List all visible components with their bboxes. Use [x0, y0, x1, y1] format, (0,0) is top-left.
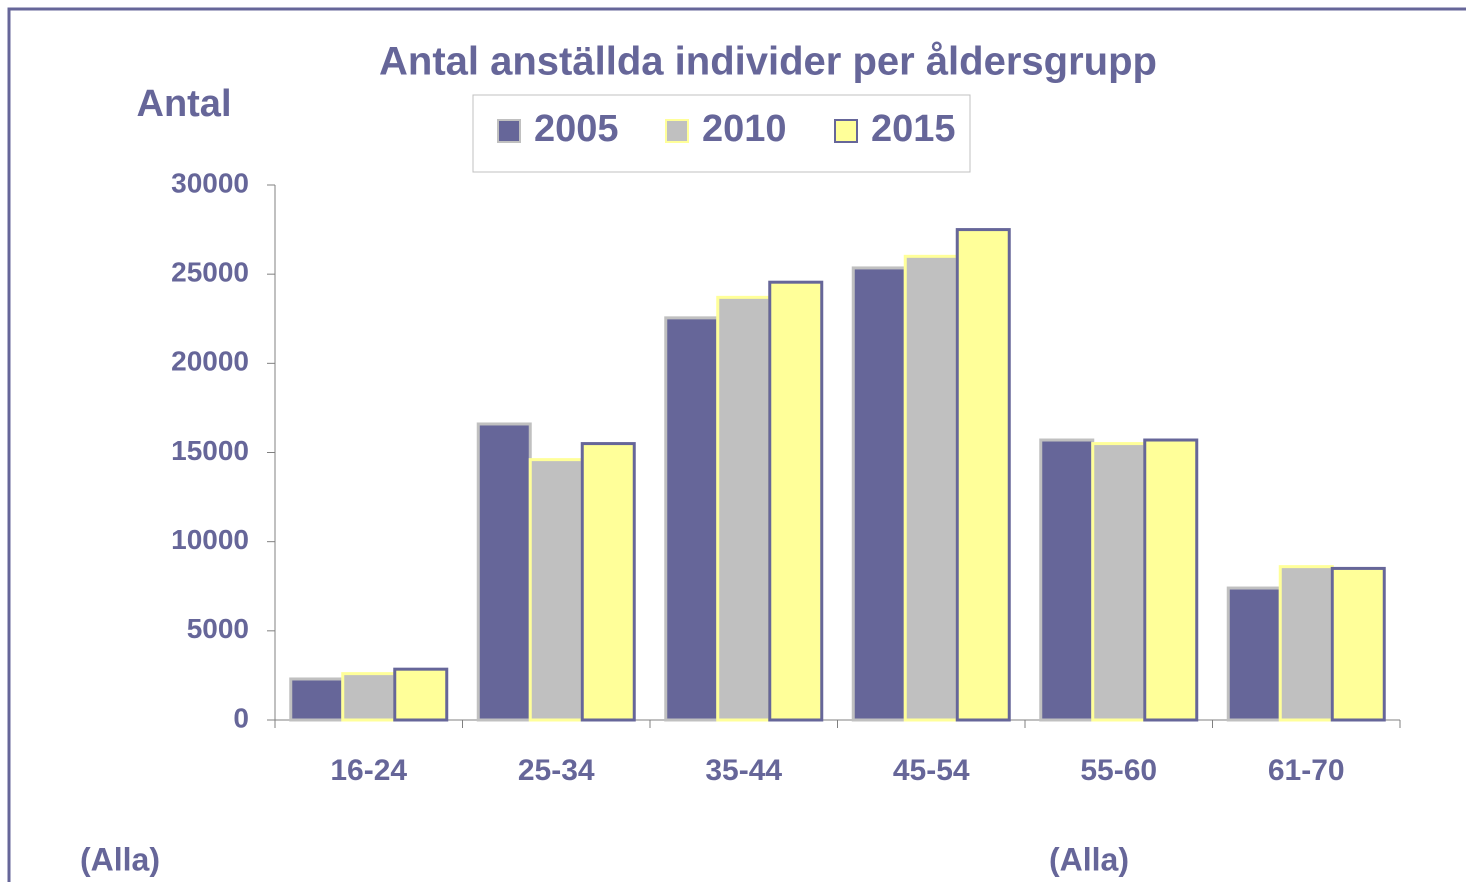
bar — [1278, 565, 1334, 722]
y-tick-label: 20000 — [171, 346, 249, 377]
legend-label: 2005 — [534, 108, 619, 150]
bar — [1091, 442, 1147, 722]
annotation: (Alla) — [80, 841, 160, 877]
bar — [768, 280, 824, 722]
bar — [1039, 438, 1095, 722]
legend-box — [472, 94, 971, 173]
chart-title: Antal anställda individer per åldersgrup… — [379, 40, 1157, 84]
bar — [1143, 438, 1199, 722]
legend-label: 2010 — [702, 108, 787, 150]
annotation: (Alla) — [1049, 841, 1129, 877]
y-tick-label: 5000 — [187, 613, 249, 644]
bar — [580, 442, 636, 722]
bar — [903, 254, 959, 722]
bar — [1330, 566, 1386, 722]
x-tick-label: 35-44 — [705, 754, 782, 787]
legend-swatch — [834, 119, 858, 143]
bar — [955, 228, 1011, 722]
legend-swatch — [665, 119, 689, 143]
bar — [476, 422, 532, 722]
x-tick-label: 45-54 — [893, 754, 970, 787]
bar — [528, 458, 584, 722]
y-tick-label: 15000 — [171, 435, 249, 466]
y-tick-label: 30000 — [171, 167, 249, 198]
y-tick-label: 0 — [233, 702, 249, 733]
legend-label: 2015 — [871, 108, 956, 150]
legend-swatch — [497, 119, 521, 143]
y-tick-label: 25000 — [171, 257, 249, 288]
x-tick-label: 16-24 — [330, 754, 407, 787]
y-tick-label: 10000 — [171, 524, 249, 555]
bar — [341, 672, 397, 722]
bar — [664, 316, 720, 722]
x-tick-label: 55-60 — [1080, 754, 1157, 787]
bar — [851, 266, 907, 722]
bar — [716, 295, 772, 722]
y-axis-label: Antal — [137, 83, 232, 125]
bar — [289, 677, 345, 722]
x-tick-label: 25-34 — [518, 754, 595, 787]
frame — [7, 7, 1466, 882]
bar — [393, 667, 449, 722]
x-tick-label: 61-70 — [1268, 754, 1345, 787]
bar — [1226, 586, 1282, 722]
